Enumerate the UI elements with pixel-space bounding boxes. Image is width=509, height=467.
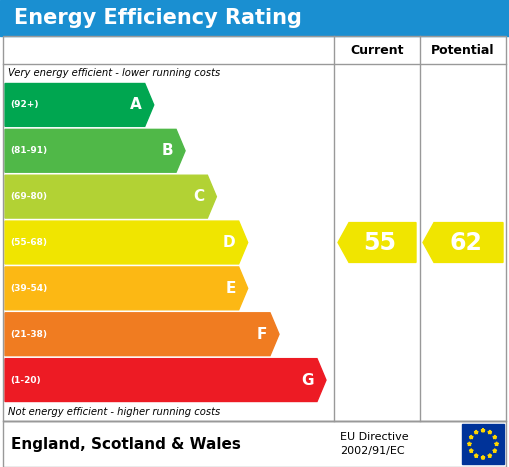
Text: (21-38): (21-38) bbox=[10, 330, 47, 339]
Polygon shape bbox=[5, 221, 248, 264]
Text: E: E bbox=[225, 281, 236, 296]
Text: Not energy efficient - higher running costs: Not energy efficient - higher running co… bbox=[8, 407, 220, 417]
Text: 62: 62 bbox=[449, 231, 483, 255]
Bar bbox=[0, 0, 509, 36]
Text: Potential: Potential bbox=[431, 43, 495, 57]
Polygon shape bbox=[474, 430, 478, 434]
Text: C: C bbox=[193, 189, 205, 204]
Polygon shape bbox=[5, 313, 279, 356]
Polygon shape bbox=[5, 84, 154, 127]
Text: Very energy efficient - lower running costs: Very energy efficient - lower running co… bbox=[8, 68, 220, 78]
Text: (81-91): (81-91) bbox=[10, 146, 47, 156]
Polygon shape bbox=[488, 453, 492, 458]
Polygon shape bbox=[481, 428, 485, 432]
Text: (1-20): (1-20) bbox=[10, 375, 41, 384]
Text: Energy Efficiency Rating: Energy Efficiency Rating bbox=[14, 8, 302, 28]
Bar bbox=[3, 421, 506, 467]
Polygon shape bbox=[5, 267, 248, 310]
Text: (92+): (92+) bbox=[10, 100, 39, 109]
Polygon shape bbox=[5, 129, 185, 172]
Bar bbox=[462, 424, 504, 464]
Polygon shape bbox=[488, 430, 492, 434]
Bar bbox=[3, 36, 506, 421]
Polygon shape bbox=[493, 435, 497, 439]
Text: Current: Current bbox=[350, 43, 404, 57]
Polygon shape bbox=[474, 453, 478, 458]
Polygon shape bbox=[5, 359, 326, 402]
Text: (55-68): (55-68) bbox=[10, 238, 47, 247]
Text: 55: 55 bbox=[363, 231, 397, 255]
Text: F: F bbox=[257, 327, 267, 342]
Text: (69-80): (69-80) bbox=[10, 192, 47, 201]
Text: 2002/91/EC: 2002/91/EC bbox=[340, 446, 405, 456]
Polygon shape bbox=[495, 442, 499, 446]
Polygon shape bbox=[338, 223, 416, 262]
Text: D: D bbox=[223, 235, 236, 250]
Text: B: B bbox=[161, 143, 173, 158]
Text: G: G bbox=[301, 373, 314, 388]
Text: A: A bbox=[130, 98, 142, 113]
Polygon shape bbox=[423, 223, 503, 262]
Polygon shape bbox=[469, 435, 473, 439]
Polygon shape bbox=[481, 455, 485, 460]
Text: (39-54): (39-54) bbox=[10, 284, 47, 293]
Text: EU Directive: EU Directive bbox=[340, 432, 409, 442]
Polygon shape bbox=[469, 449, 473, 453]
Text: England, Scotland & Wales: England, Scotland & Wales bbox=[11, 437, 241, 452]
Polygon shape bbox=[5, 175, 216, 218]
Polygon shape bbox=[493, 449, 497, 453]
Polygon shape bbox=[467, 442, 471, 446]
